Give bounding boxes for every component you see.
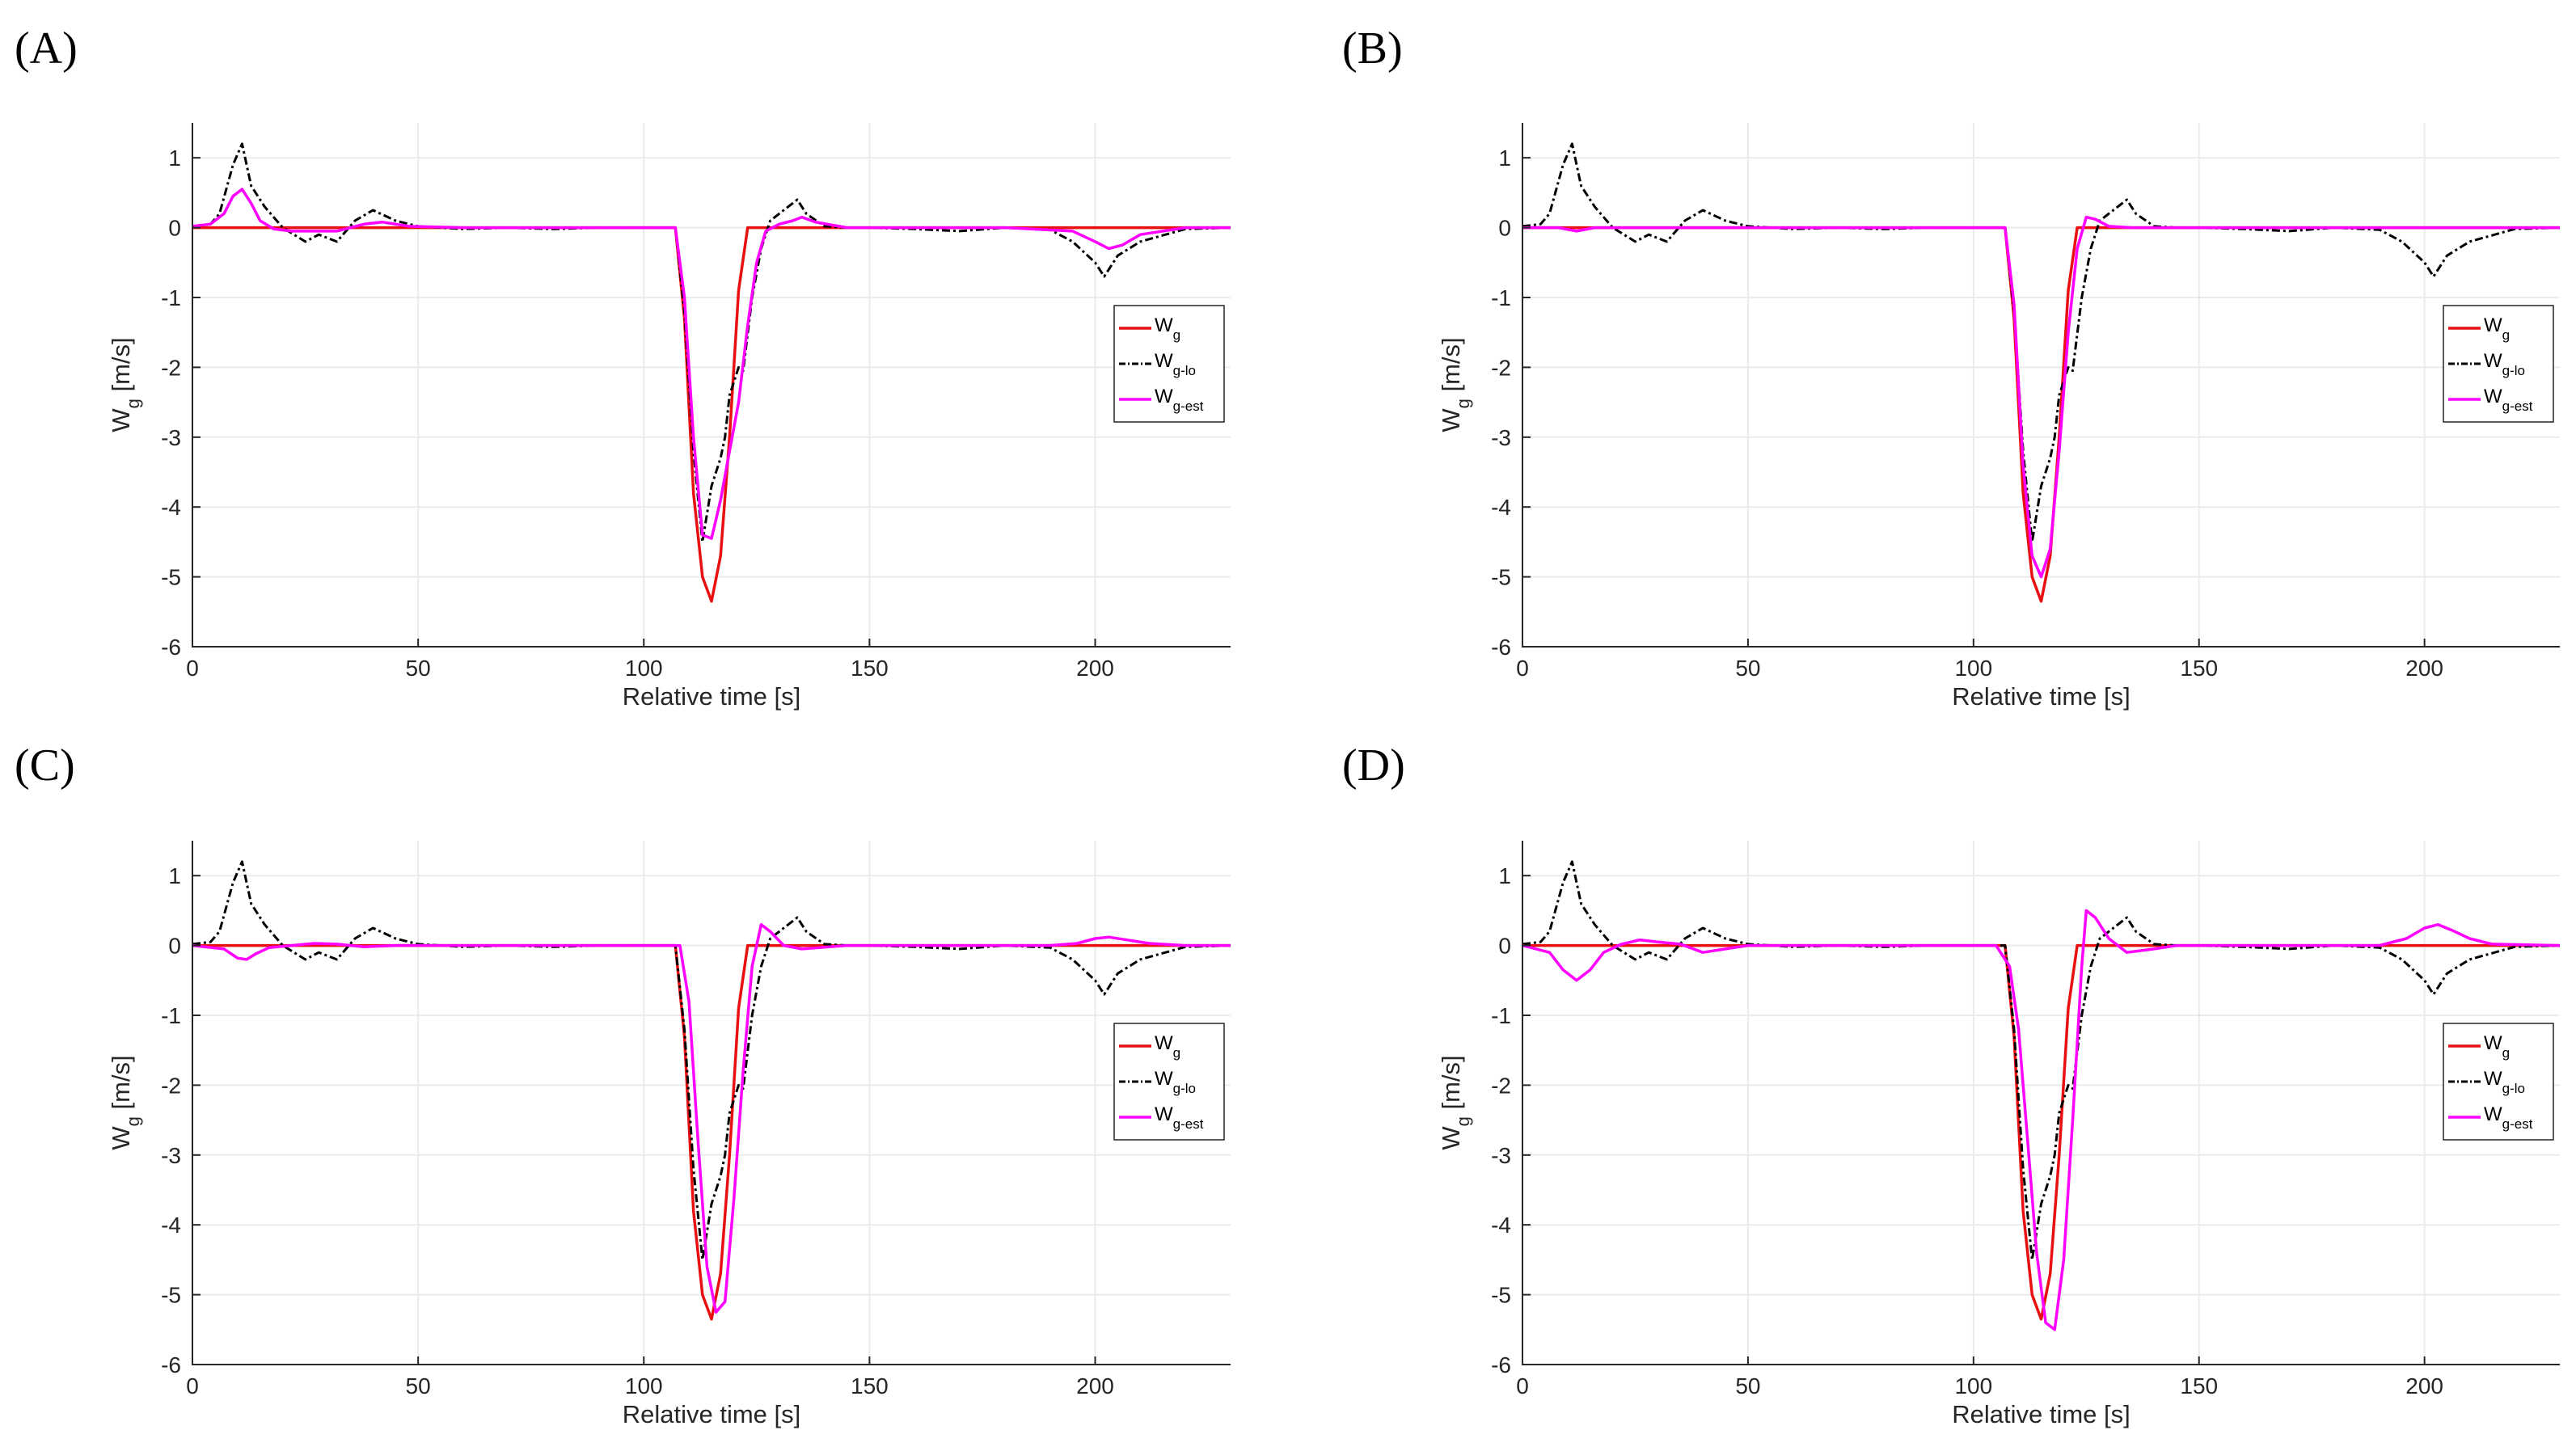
series-line-g bbox=[1522, 943, 2560, 1321]
x-tick-label: 150 bbox=[2180, 1373, 2218, 1398]
y-tick-label: -2 bbox=[1491, 355, 1511, 380]
y-axis-label: Wg [m/s] bbox=[1437, 337, 1473, 432]
series-line-g bbox=[192, 943, 1231, 1321]
y-tick-label: -6 bbox=[1491, 635, 1511, 660]
x-tick-label: 150 bbox=[851, 656, 889, 681]
x-tick-label: 100 bbox=[1954, 656, 1992, 681]
legend: Wg Wg-lo Wg-est bbox=[2443, 305, 2554, 423]
legend-label: Wg-est bbox=[1155, 1103, 1204, 1132]
x-tick-label: 200 bbox=[1076, 1373, 1114, 1398]
x-tick-label: 0 bbox=[1516, 656, 1529, 681]
x-tick-label: 150 bbox=[851, 1373, 889, 1398]
y-tick-label: 1 bbox=[168, 146, 181, 171]
legend-label: Wg-est bbox=[2484, 386, 2533, 414]
y-tick-label: -6 bbox=[161, 1352, 181, 1377]
series-line-g-est bbox=[192, 188, 1231, 540]
y-tick-label: -6 bbox=[1491, 1352, 1511, 1377]
y-tick-label: -5 bbox=[1491, 1283, 1511, 1308]
legend-label: Wg-lo bbox=[2484, 1068, 2525, 1096]
y-axis-label: Wg [m/s] bbox=[1437, 1055, 1473, 1150]
y-tick-label: -3 bbox=[161, 425, 181, 450]
y-tick-label: -2 bbox=[161, 355, 181, 380]
y-tick-label: 0 bbox=[1498, 216, 1511, 241]
legend: Wg Wg-lo Wg-est bbox=[2443, 1023, 2554, 1141]
x-tick-label: 200 bbox=[1076, 656, 1114, 681]
x-tick-label: 50 bbox=[1735, 656, 1760, 681]
x-axis-label: Relative time [s] bbox=[623, 1400, 801, 1428]
y-tick-label: -3 bbox=[1491, 1143, 1511, 1168]
y-tick-label: 1 bbox=[1498, 863, 1511, 888]
series-line-g bbox=[192, 226, 1231, 603]
panel-letter: (C) bbox=[15, 740, 75, 791]
chart-panel-c: (C) 0 50 100 150 200 -6 -5 -4 -3 -2 -1 0 1 Relative t… bbox=[15, 740, 1231, 1428]
y-tick-label: -5 bbox=[1491, 565, 1511, 590]
legend-label: Wg bbox=[1155, 1032, 1180, 1061]
y-tick-label: -1 bbox=[161, 285, 181, 310]
panel-letter: (D) bbox=[1342, 740, 1405, 791]
x-tick-label: 50 bbox=[406, 1373, 431, 1398]
x-tick-label: 0 bbox=[1516, 1373, 1529, 1398]
legend: Wg Wg-lo Wg-est bbox=[1113, 305, 1225, 423]
y-tick-label: -1 bbox=[1491, 285, 1511, 310]
x-tick-label: 0 bbox=[186, 1373, 199, 1398]
y-axis-label: Wg [m/s] bbox=[107, 1055, 143, 1150]
x-tick-label: 100 bbox=[625, 656, 663, 681]
legend-label: Wg bbox=[2484, 1032, 2510, 1061]
legend-label: Wg-lo bbox=[2484, 350, 2525, 378]
y-tick-label: -3 bbox=[1491, 425, 1511, 450]
x-axis-label: Relative time [s] bbox=[623, 682, 801, 711]
legend: Wg Wg-lo Wg-est bbox=[1113, 1023, 1225, 1141]
y-tick-label: 1 bbox=[168, 863, 181, 888]
legend-label: Wg-lo bbox=[1155, 1068, 1196, 1096]
legend-label: Wg-est bbox=[2484, 1103, 2533, 1132]
legend-label: Wg-est bbox=[1155, 386, 1204, 414]
y-tick-label: -3 bbox=[161, 1143, 181, 1168]
x-tick-label: 100 bbox=[625, 1373, 663, 1398]
y-tick-label: -4 bbox=[161, 1213, 181, 1238]
panel-letter: (A) bbox=[15, 23, 78, 74]
y-tick-label: -6 bbox=[161, 635, 181, 660]
x-tick-label: 50 bbox=[1735, 1373, 1760, 1398]
y-tick-label: -5 bbox=[161, 565, 181, 590]
x-tick-label: 150 bbox=[2180, 656, 2218, 681]
x-tick-label: 100 bbox=[1954, 1373, 1992, 1398]
y-tick-label: -2 bbox=[1491, 1073, 1511, 1098]
y-tick-label: -4 bbox=[1491, 1213, 1511, 1238]
y-tick-label: 0 bbox=[1498, 934, 1511, 959]
legend-label: Wg bbox=[1155, 314, 1180, 343]
y-tick-label: -4 bbox=[161, 495, 181, 520]
x-tick-label: 200 bbox=[2405, 656, 2443, 681]
chart-panel-b: (B) 0 50 100 150 200 -6 -5 -4 -3 -2 -1 0 1 Relative t… bbox=[1342, 23, 2560, 711]
panel-letter: (B) bbox=[1342, 23, 1403, 74]
legend-label: Wg-lo bbox=[1155, 350, 1196, 378]
series-line-g-est bbox=[192, 922, 1231, 1314]
y-tick-label: -1 bbox=[1491, 1003, 1511, 1028]
y-tick-label: 0 bbox=[168, 934, 181, 959]
chart-panel-a: (A) 0 50 100 150 200 -6 -5 -4 -3 -2 -1 0 1 Relative t… bbox=[15, 23, 1231, 711]
legend-label: Wg bbox=[2484, 314, 2510, 343]
x-tick-label: 50 bbox=[406, 656, 431, 681]
chart-panel-d: (D) 0 50 100 150 200 -6 -5 -4 -3 -2 -1 0 1 Relative t… bbox=[1342, 740, 2560, 1428]
series-line-g-est bbox=[1522, 909, 2560, 1331]
y-axis-label: Wg [m/s] bbox=[107, 337, 143, 432]
y-tick-label: 1 bbox=[1498, 146, 1511, 171]
y-tick-label: -2 bbox=[161, 1073, 181, 1098]
y-tick-label: -5 bbox=[161, 1283, 181, 1308]
x-axis-label: Relative time [s] bbox=[1952, 682, 2130, 711]
y-tick-label: -4 bbox=[1491, 495, 1511, 520]
y-tick-label: -1 bbox=[161, 1003, 181, 1028]
y-tick-label: 0 bbox=[168, 216, 181, 241]
series-line-g-est bbox=[1522, 215, 2560, 579]
x-axis-label: Relative time [s] bbox=[1952, 1400, 2130, 1428]
x-tick-label: 0 bbox=[186, 656, 199, 681]
x-tick-label: 200 bbox=[2405, 1373, 2443, 1398]
